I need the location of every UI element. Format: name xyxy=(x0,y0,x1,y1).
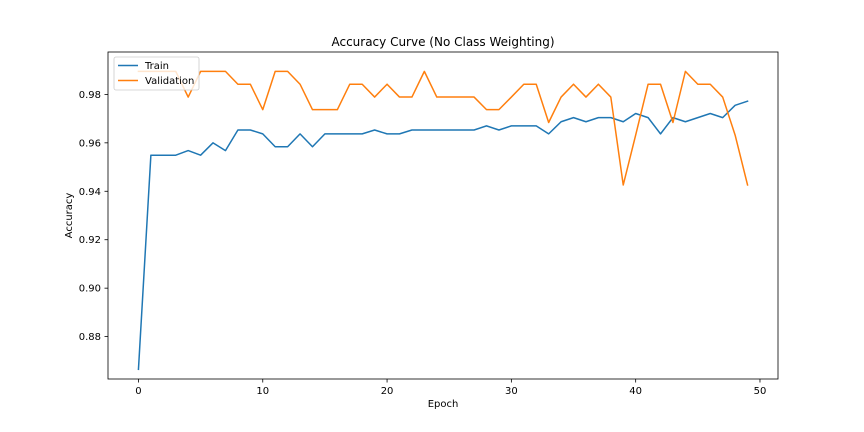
series-line-train xyxy=(137,100,749,371)
y-tick-label: 0.90 xyxy=(79,284,101,295)
x-axis-label: Epoch xyxy=(428,399,459,410)
y-tick-label: 0.92 xyxy=(79,235,101,246)
legend-label-validation: Validation xyxy=(145,76,194,87)
y-tick-label: 0.98 xyxy=(79,90,101,101)
chart-title: Accuracy Curve (No Class Weighting) xyxy=(331,35,554,49)
legend-label-train: Train xyxy=(144,61,169,72)
series-line-validation xyxy=(137,70,749,186)
x-tick-label: 50 xyxy=(754,386,767,397)
plot-background xyxy=(108,52,778,379)
x-tick-label: 20 xyxy=(381,386,394,397)
y-axis: 0.88 0.90 0.92 0.94 0.96 0.98 xyxy=(79,90,108,343)
series-layer xyxy=(137,70,749,371)
y-tick-label: 0.88 xyxy=(79,332,101,343)
y-tick-label: 0.96 xyxy=(79,138,101,149)
plot-frame xyxy=(107,51,779,380)
x-tick-label: 0 xyxy=(135,386,141,397)
y-tick-label: 0.94 xyxy=(79,187,101,198)
y-axis-label: Accuracy xyxy=(64,193,75,239)
legend: Train Validation xyxy=(113,56,200,91)
plot-area xyxy=(107,51,779,380)
x-tick-label: 30 xyxy=(505,386,518,397)
x-tick-label: 10 xyxy=(256,386,269,397)
x-axis: 0 10 20 30 40 50 xyxy=(135,379,766,397)
x-tick-label: 40 xyxy=(629,386,642,397)
